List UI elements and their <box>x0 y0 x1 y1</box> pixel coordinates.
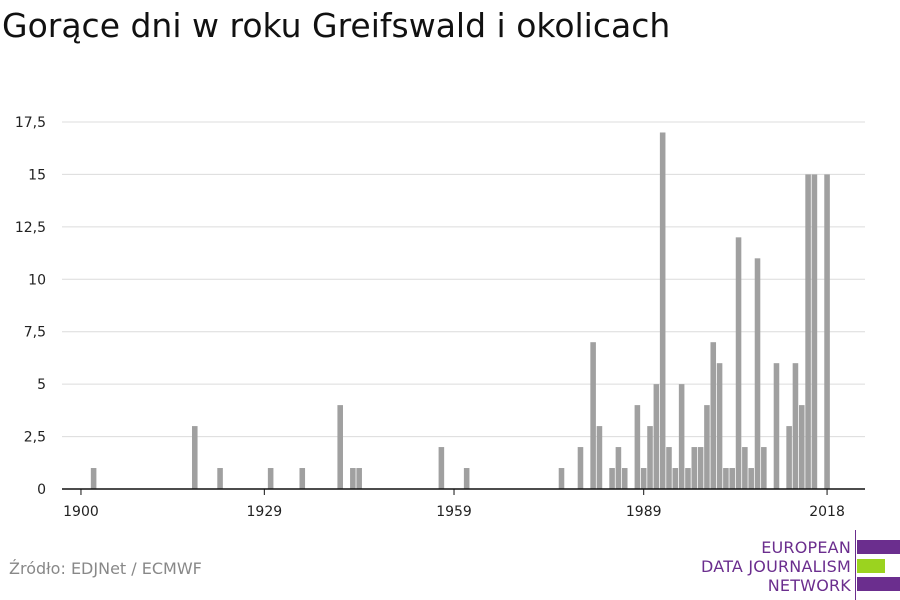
bar-2000 <box>710 342 717 489</box>
bar-1991 <box>653 384 660 489</box>
bar-1922 <box>217 468 223 489</box>
bar-1999 <box>704 405 710 489</box>
y-tick-label: 5 <box>37 377 46 393</box>
y-tick-label: 2,5 <box>24 430 46 446</box>
bar-1944 <box>356 468 362 489</box>
bar-1998 <box>697 447 704 489</box>
bar-2005 <box>742 447 748 489</box>
x-tick-label: 2018 <box>809 504 845 520</box>
bar-2010 <box>773 363 780 489</box>
y-tick-label: 10 <box>28 272 46 288</box>
bar-1982 <box>596 426 603 489</box>
bar-2001 <box>716 363 723 489</box>
bar-1961 <box>463 468 470 489</box>
bar-1986 <box>621 468 628 489</box>
bar-1930 <box>267 468 274 489</box>
bar-2003 <box>729 468 736 489</box>
x-tick-label: 1959 <box>436 504 472 520</box>
bar-1994 <box>672 468 679 489</box>
x-tick-label: 1929 <box>247 504 283 520</box>
bar-1902 <box>90 468 97 489</box>
bars <box>90 132 830 489</box>
bar-1985 <box>615 447 622 489</box>
bar-1989 <box>640 468 647 489</box>
chart-title: Gorące dni w roku Greifswald i okolicach <box>2 6 671 45</box>
bar-1935 <box>299 468 306 489</box>
bar-1990 <box>647 426 653 489</box>
bar-1943 <box>350 468 356 489</box>
bar-1993 <box>666 447 672 489</box>
bar-2018 <box>824 174 830 489</box>
bar-1988 <box>634 405 641 489</box>
bar-1981 <box>590 342 596 489</box>
y-tick-label: 15 <box>28 167 46 183</box>
bar-1957 <box>438 447 445 489</box>
bar-2007 <box>754 258 761 489</box>
bar-1941 <box>337 405 343 489</box>
bar-2008 <box>761 447 767 489</box>
bar-1984 <box>609 468 615 489</box>
bar-2016 <box>811 174 818 489</box>
source-note: Źródło: EDJNet / ECMWF <box>9 559 202 578</box>
y-tick-label: 0 <box>37 482 46 498</box>
bar-1997 <box>691 447 698 489</box>
bar-1979 <box>577 447 584 489</box>
bar-1995 <box>678 384 685 489</box>
bar-2002 <box>723 468 729 489</box>
bar-2004 <box>735 237 742 489</box>
bar-2015 <box>805 174 811 489</box>
bar-2006 <box>748 468 754 489</box>
bar-1976 <box>558 468 565 489</box>
gridlines <box>62 121 865 438</box>
y-tick-label: 7,5 <box>24 325 46 341</box>
y-axis-ticks: 0 2,5 5 7,5 10 12,5 15 17,5 <box>15 115 46 498</box>
x-tick-label: 1989 <box>626 504 662 520</box>
x-axis-ticks: 1900 1929 1959 1989 2018 <box>63 489 845 520</box>
bar-1996 <box>685 468 691 489</box>
bar-1918 <box>191 426 198 489</box>
x-tick-label: 1900 <box>63 504 99 520</box>
bar-2013 <box>792 363 799 489</box>
y-tick-label: 17,5 <box>15 115 46 131</box>
bar-1992 <box>659 132 666 489</box>
bar-2012 <box>786 426 792 489</box>
bar-2014 <box>798 405 805 489</box>
y-tick-label: 12,5 <box>15 220 46 236</box>
